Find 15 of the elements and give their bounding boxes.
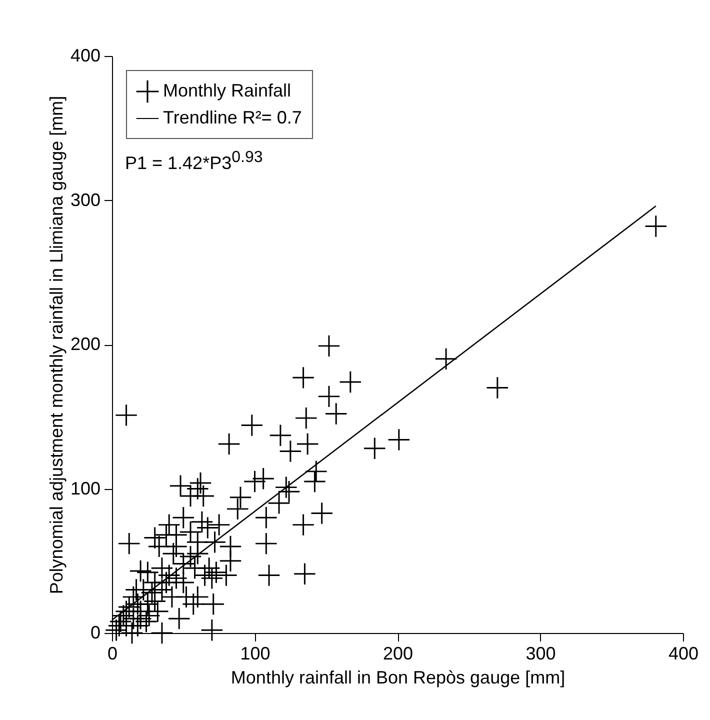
y-tick-label: 100 — [70, 478, 100, 498]
x-tick-label: 100 — [240, 644, 270, 664]
y-axis-title: Polynomial adjustment monthly rainfall in Llimiana gauge [mm] — [46, 96, 66, 594]
y-tick-label: 300 — [70, 190, 100, 210]
y-tick-label: 0 — [90, 622, 100, 642]
legend-label: Trendline R²= 0.7 — [163, 108, 302, 128]
x-axis-title: Monthly rainfall in Bon Repòs gauge [mm] — [230, 668, 566, 688]
x-tick-label: 300 — [526, 644, 556, 664]
x-tick-label: 400 — [668, 644, 699, 664]
y-tick-label: 200 — [70, 334, 100, 354]
annotation: P1 = 1.42*P3$^{0.93}$ — [125, 149, 263, 173]
legend-label: Monthly Rainfall — [163, 80, 292, 100]
x-tick-label: 200 — [382, 644, 414, 664]
x-tick-label: 0 — [107, 644, 118, 664]
y-tick-label: 400 — [70, 46, 100, 66]
